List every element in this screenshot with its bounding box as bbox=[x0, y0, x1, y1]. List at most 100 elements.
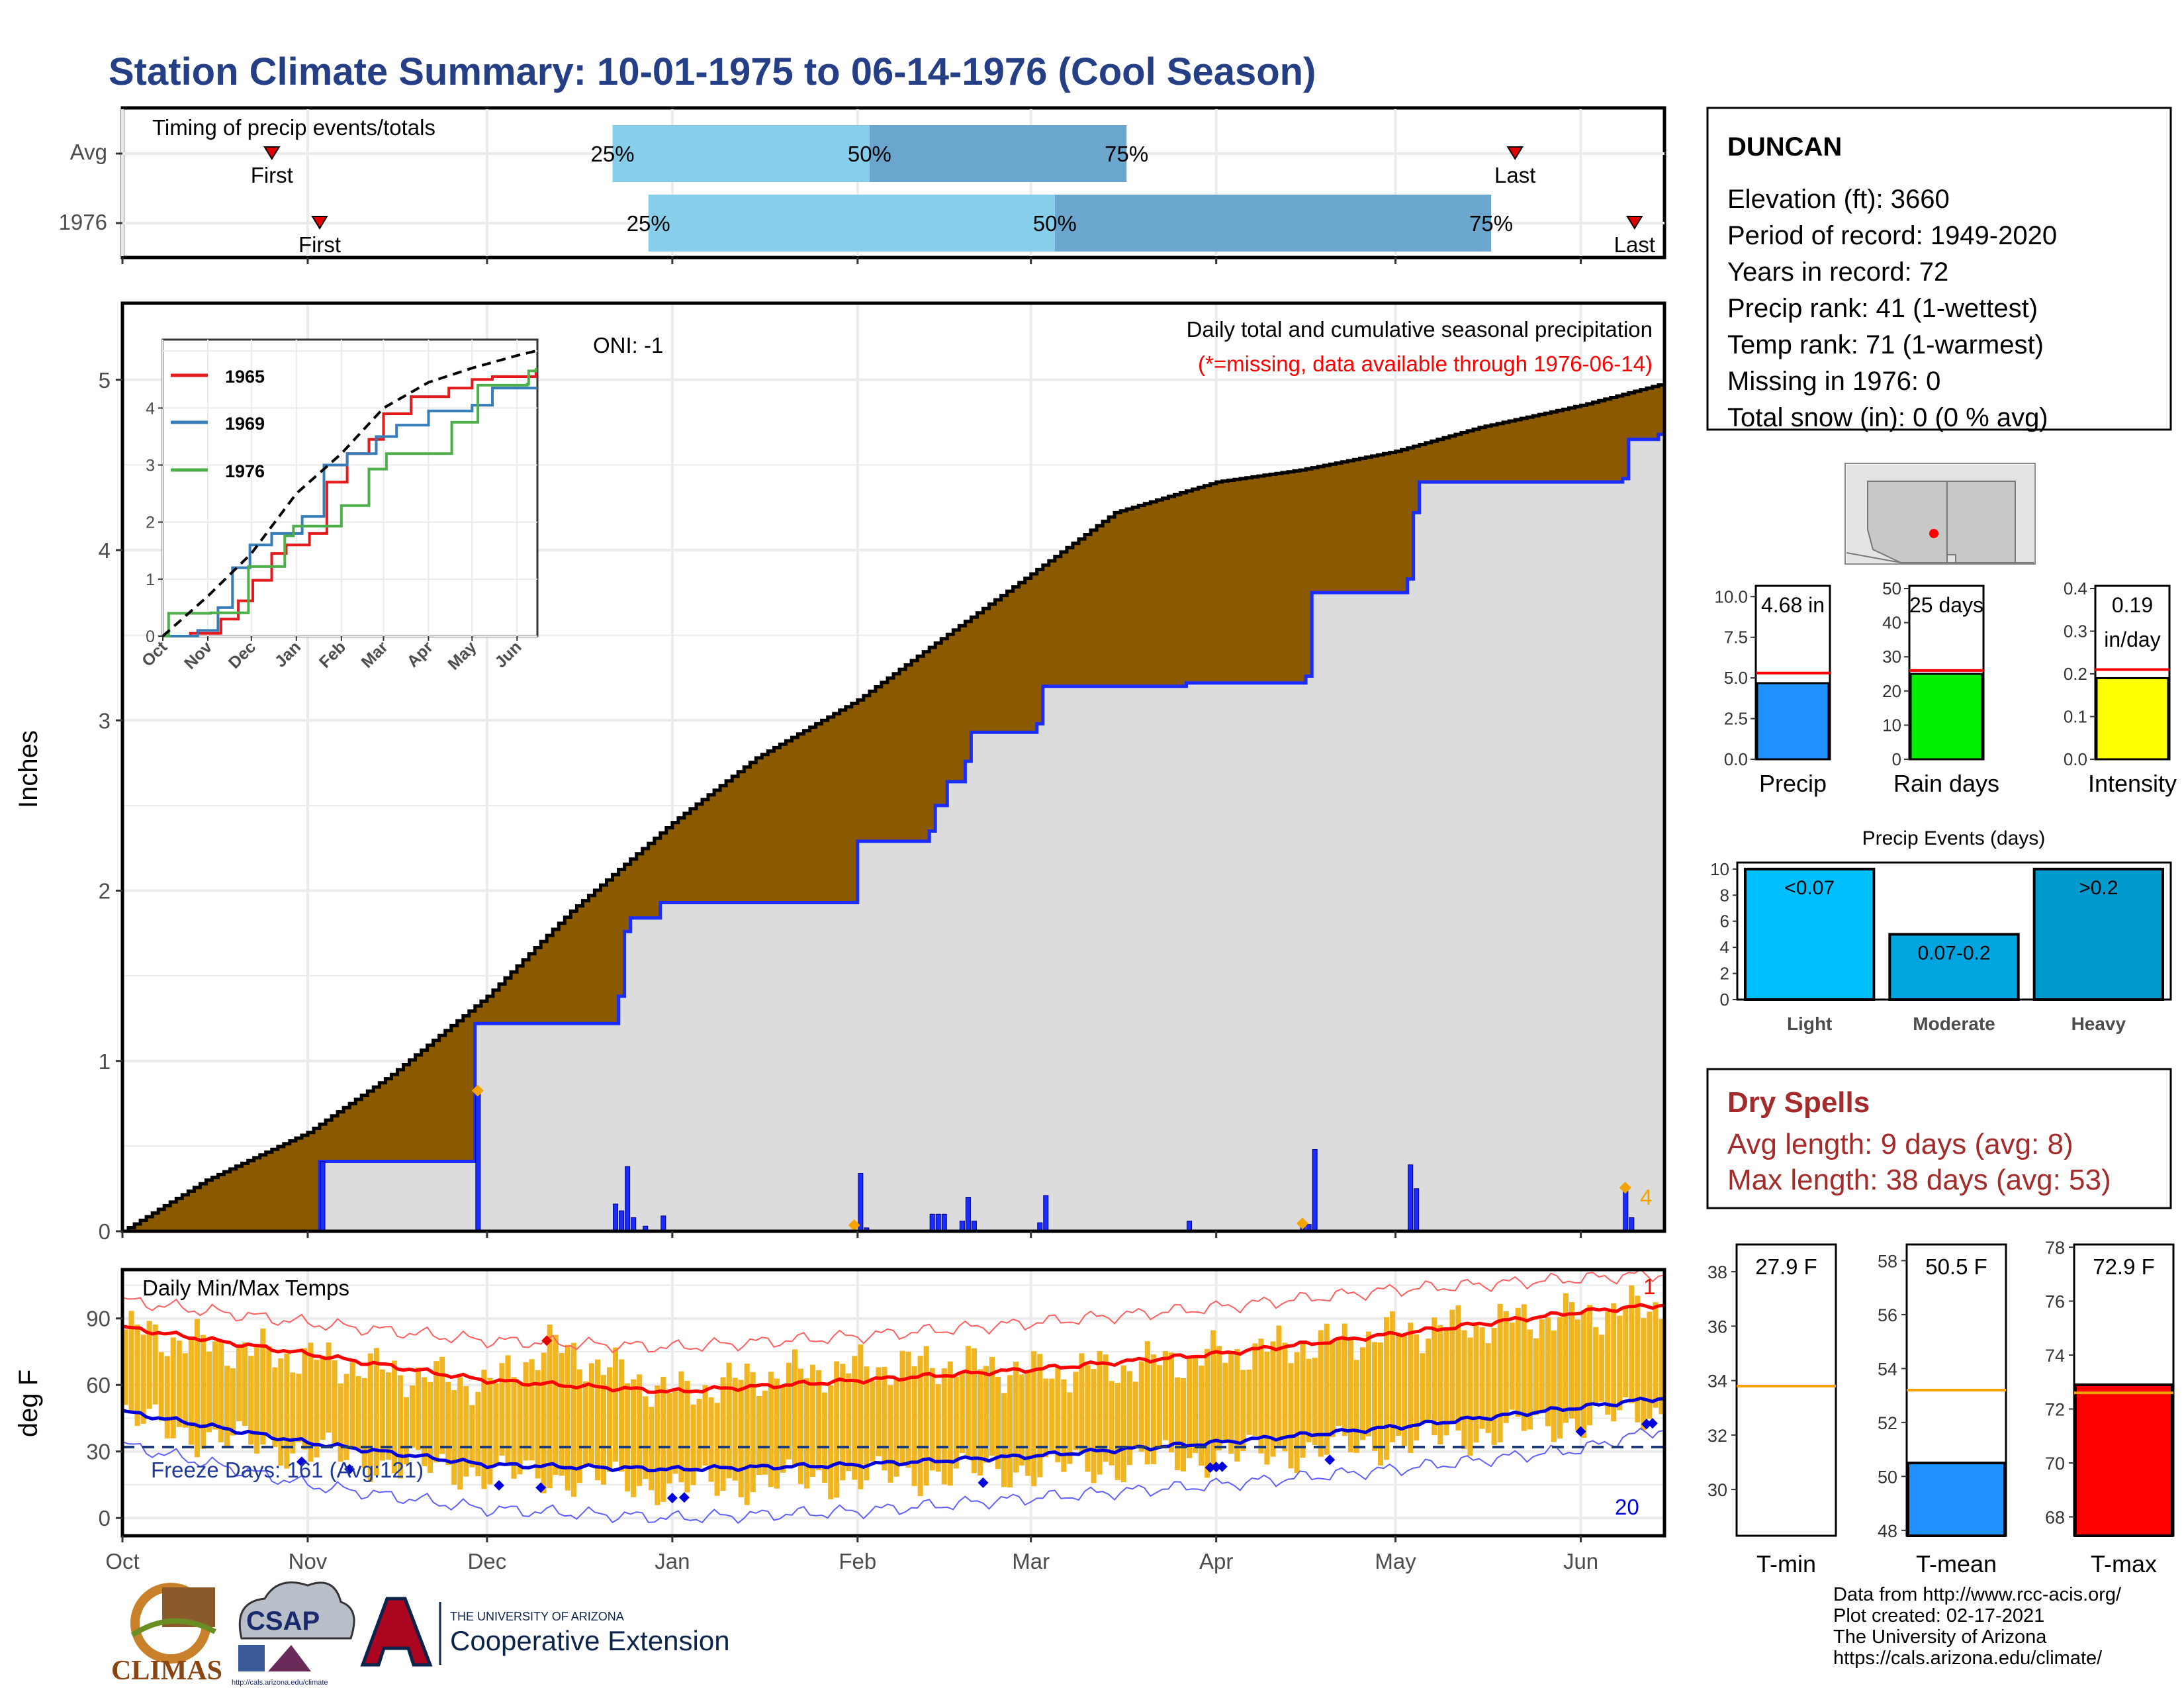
mini-bar-tick-label: 0 bbox=[1892, 749, 1901, 769]
record-low-marker bbox=[535, 1482, 547, 1493]
inset-y-tick-label: 2 bbox=[146, 514, 155, 532]
daily-temp-bar bbox=[1156, 1365, 1162, 1449]
timing-last-label: Last bbox=[1494, 163, 1535, 187]
daily-temp-bar bbox=[218, 1341, 224, 1442]
timing-p25-label: 25% bbox=[627, 211, 670, 236]
record-low-marker bbox=[344, 1464, 355, 1475]
temp-bar-tick-label: 58 bbox=[1878, 1251, 1897, 1271]
daily-temp-bar bbox=[1067, 1392, 1073, 1464]
daily-temp-bar bbox=[314, 1360, 320, 1458]
station-temp-rank: Temp rank: 71 (1-warmest) bbox=[1727, 330, 2044, 359]
daily-temp-bar bbox=[1647, 1311, 1653, 1419]
dry-spells-box: Dry Spells Avg length: 9 days (avg: 8) M… bbox=[1706, 1068, 2172, 1209]
daily-temp-bar bbox=[1443, 1330, 1449, 1436]
station-info-frame bbox=[1706, 107, 2172, 431]
daily-temp-bar bbox=[756, 1396, 762, 1476]
station-info-box: DUNCAN Elevation (ft): 3660 Period of re… bbox=[1706, 107, 2172, 432]
normal-min-line bbox=[122, 1396, 1665, 1473]
events-category-label: Light bbox=[1787, 1013, 1832, 1034]
daily-temp-bar bbox=[594, 1359, 600, 1481]
daily-temp-bar bbox=[882, 1366, 887, 1471]
events-bar-heavy bbox=[2032, 867, 2165, 1002]
daily-temp-bar bbox=[236, 1344, 242, 1421]
temp-bar-tick-label: 30 bbox=[1707, 1480, 1727, 1500]
temp-bar-label: T-min bbox=[1756, 1550, 1816, 1577]
daily-temp-bar bbox=[1294, 1352, 1300, 1474]
daily-temp-bar bbox=[1109, 1381, 1115, 1466]
daily-temp-bar bbox=[1515, 1307, 1521, 1417]
daily-temp-bar bbox=[935, 1384, 941, 1472]
ua-block-a-icon bbox=[360, 1597, 433, 1667]
daily-temp-bar bbox=[1359, 1347, 1365, 1440]
daily-temp-bar bbox=[242, 1342, 248, 1427]
daily-temp-bar bbox=[373, 1348, 379, 1476]
daily-temp-bar bbox=[278, 1358, 284, 1466]
record-max-line bbox=[122, 1268, 1665, 1354]
daily-temp-bar bbox=[176, 1340, 182, 1427]
temp-bar-label: T-mean bbox=[1916, 1550, 1997, 1577]
daily-temp-bar bbox=[923, 1346, 929, 1486]
events-y-tick-label: 4 bbox=[1720, 937, 1729, 957]
daily-precip-bar bbox=[941, 1213, 947, 1232]
daily-temp-bar bbox=[248, 1356, 254, 1445]
daily-temp-bar bbox=[332, 1360, 338, 1446]
daily-temp-bar bbox=[1491, 1327, 1497, 1445]
events-category-label: Heavy bbox=[2071, 1013, 2126, 1034]
daily-temp-bar bbox=[637, 1374, 643, 1486]
temp-bar-value-text: 50.5 F bbox=[1925, 1254, 1987, 1279]
daily-temp-bar bbox=[290, 1372, 296, 1454]
events-bar-label: 0.07-0.2 bbox=[1917, 942, 1990, 964]
daily-temp-bar bbox=[308, 1342, 314, 1462]
mini-bar-tick-label: 0.1 bbox=[2064, 707, 2087, 727]
daily-precip-bar bbox=[1629, 1217, 1635, 1232]
daily-temp-bar bbox=[553, 1335, 559, 1476]
temp-bar-tick-label: 38 bbox=[1707, 1262, 1727, 1282]
temp-x-tick-label: Nov bbox=[289, 1549, 328, 1573]
daily-temp-bar bbox=[1563, 1293, 1569, 1423]
mini-bar-tick-label: 30 bbox=[1882, 647, 1901, 667]
daily-temp-bar bbox=[1144, 1341, 1150, 1465]
daily-temp-bar bbox=[588, 1363, 594, 1467]
daily-precip-bar bbox=[613, 1203, 619, 1232]
record-temp-markers bbox=[296, 1335, 1658, 1504]
daily-temp-bar bbox=[164, 1356, 170, 1438]
daily-temp-bar bbox=[1581, 1310, 1587, 1438]
daily-temp-bar bbox=[840, 1364, 846, 1481]
record-low-marker bbox=[1575, 1426, 1586, 1437]
csap-cloud-icon bbox=[238, 1581, 355, 1640]
daily-temp-bar bbox=[428, 1382, 433, 1474]
dry-spells-max: Max length: 38 days (avg: 53) bbox=[1727, 1164, 2111, 1196]
mini-bar-value bbox=[2095, 677, 2169, 761]
precip-total-bar: 0.0 2.5 5.0 7.5 10.0 4.68 in Precip bbox=[1714, 585, 1831, 797]
page-title: Station Climate Summary: 10-01-1975 to 0… bbox=[109, 50, 1316, 93]
precip-y-tick-label: 5 bbox=[99, 368, 111, 393]
daily-temp-bar bbox=[475, 1391, 481, 1477]
daily-temp-bar bbox=[254, 1344, 260, 1454]
observed-cumulative-area bbox=[122, 432, 1666, 1233]
daily-temp-bar bbox=[1276, 1325, 1282, 1446]
temp-frame bbox=[120, 1268, 1666, 1538]
daily-precip-bar bbox=[935, 1213, 941, 1232]
daily-temp-bar bbox=[750, 1372, 756, 1493]
record-low-marker bbox=[1205, 1462, 1216, 1473]
daily-temp-bar bbox=[385, 1372, 391, 1460]
daily-temp-bar bbox=[1365, 1331, 1371, 1436]
temp-x-ticks: Oct Nov Dec Jan Feb Mar Apr May Jun bbox=[105, 1536, 1598, 1573]
daily-temp-bar bbox=[481, 1370, 487, 1489]
temp-x-tick-label: May bbox=[1375, 1549, 1416, 1573]
daily-temp-bar bbox=[523, 1362, 529, 1461]
csap-url: http://cals.arizona.edu/climate bbox=[232, 1679, 328, 1687]
daily-temp-bar bbox=[379, 1369, 385, 1461]
timing-first-marker bbox=[311, 216, 328, 230]
precip-y-tick-label: 2 bbox=[99, 879, 111, 904]
daily-temp-bar bbox=[1623, 1306, 1629, 1398]
mini-bar-value-text: 0.19 bbox=[2112, 593, 2153, 617]
daily-temp-bar bbox=[911, 1366, 917, 1486]
daily-precip-bar bbox=[1408, 1164, 1414, 1232]
daily-temp-bar bbox=[128, 1311, 134, 1413]
temp-bar-frame bbox=[1735, 1243, 1837, 1537]
daily-temp-bar bbox=[619, 1359, 625, 1472]
timing-p75-label: 75% bbox=[1105, 142, 1148, 166]
daily-precip-bar bbox=[631, 1217, 637, 1232]
